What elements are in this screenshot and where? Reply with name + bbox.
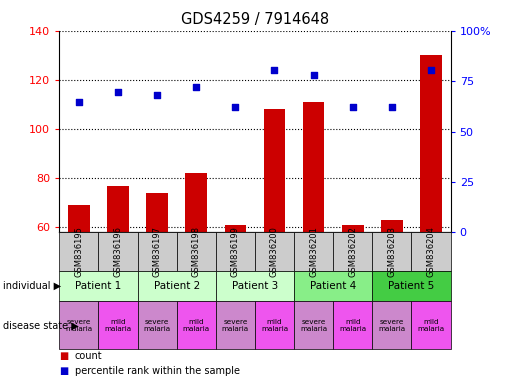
Text: mild
malaria: mild malaria xyxy=(339,319,366,332)
Text: count: count xyxy=(75,351,102,361)
Text: GSM836196: GSM836196 xyxy=(113,226,123,277)
Text: mild
malaria: mild malaria xyxy=(261,319,288,332)
Point xyxy=(310,72,318,78)
Bar xyxy=(146,193,168,232)
Text: percentile rank within the sample: percentile rank within the sample xyxy=(75,366,239,376)
Text: ■: ■ xyxy=(59,366,68,376)
Text: Patient 1: Patient 1 xyxy=(75,281,122,291)
Text: Patient 3: Patient 3 xyxy=(232,281,278,291)
Bar xyxy=(68,205,90,232)
Text: GSM836195: GSM836195 xyxy=(74,226,83,277)
Text: GSM836198: GSM836198 xyxy=(192,226,201,277)
Text: GSM836200: GSM836200 xyxy=(270,226,279,277)
Text: Patient 2: Patient 2 xyxy=(153,281,200,291)
Point xyxy=(231,104,239,110)
Text: individual ▶: individual ▶ xyxy=(3,281,61,291)
Text: severe
malaria: severe malaria xyxy=(379,319,405,332)
Text: GSM836197: GSM836197 xyxy=(152,226,162,277)
Text: Patient 5: Patient 5 xyxy=(388,281,435,291)
Bar xyxy=(185,173,207,232)
Bar xyxy=(264,109,285,232)
Point xyxy=(75,99,83,105)
Text: mild
malaria: mild malaria xyxy=(183,319,210,332)
Point xyxy=(427,67,435,73)
Text: GSM836201: GSM836201 xyxy=(309,226,318,277)
Text: Patient 4: Patient 4 xyxy=(310,281,356,291)
Bar xyxy=(303,102,324,232)
Text: GSM836199: GSM836199 xyxy=(231,226,240,277)
Bar xyxy=(225,225,246,232)
Text: severe
malaria: severe malaria xyxy=(65,319,92,332)
Point xyxy=(192,84,200,90)
Point xyxy=(388,104,396,110)
Text: mild
malaria: mild malaria xyxy=(105,319,131,332)
Text: severe
malaria: severe malaria xyxy=(144,319,170,332)
Bar xyxy=(107,185,129,232)
Bar xyxy=(420,55,442,232)
Title: GDS4259 / 7914648: GDS4259 / 7914648 xyxy=(181,12,329,27)
Text: mild
malaria: mild malaria xyxy=(418,319,444,332)
Text: GSM836202: GSM836202 xyxy=(348,226,357,277)
Point xyxy=(153,91,161,98)
Text: GSM836204: GSM836204 xyxy=(426,226,436,277)
Text: GSM836203: GSM836203 xyxy=(387,226,397,277)
Text: disease state ▶: disease state ▶ xyxy=(3,320,78,331)
Bar xyxy=(381,220,403,232)
Point xyxy=(349,104,357,110)
Text: severe
malaria: severe malaria xyxy=(300,319,327,332)
Bar xyxy=(342,225,364,232)
Text: ■: ■ xyxy=(59,351,68,361)
Text: severe
malaria: severe malaria xyxy=(222,319,249,332)
Point xyxy=(114,89,122,95)
Point xyxy=(270,67,279,73)
